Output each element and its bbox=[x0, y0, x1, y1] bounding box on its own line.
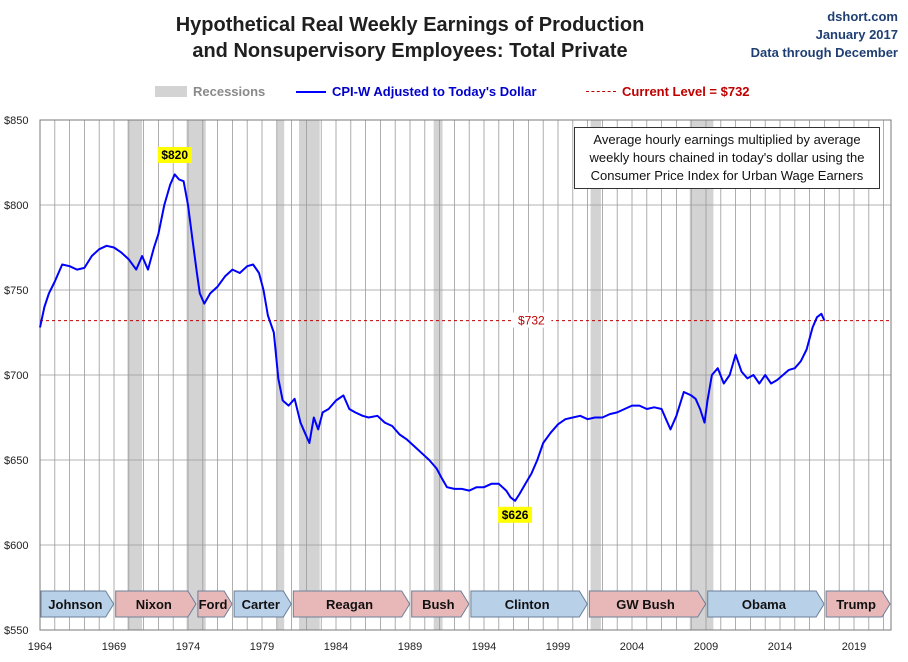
president-label: Clinton bbox=[505, 597, 550, 612]
legend-series: CPI-W Adjusted to Today's Dollar bbox=[296, 84, 537, 99]
legend-current: Current Level = $732 bbox=[586, 84, 750, 99]
current-swatch bbox=[586, 91, 616, 92]
x-tick-label: 1969 bbox=[102, 641, 126, 653]
x-tick-label: 2019 bbox=[842, 641, 866, 653]
president-label: Ford bbox=[199, 597, 228, 612]
source-note: Data through December bbox=[750, 45, 898, 60]
title-line-1: Hypothetical Real Weekly Earnings of Pro… bbox=[175, 14, 645, 36]
president-arrow bbox=[40, 590, 115, 618]
y-tick-label: $750 bbox=[4, 285, 28, 297]
chart-title: Hypothetical Real Weekly Earnings of Pro… bbox=[110, 12, 710, 64]
president-arrow bbox=[115, 590, 197, 618]
x-tick-label: 1999 bbox=[546, 641, 570, 653]
y-tick-label: $800 bbox=[4, 200, 28, 212]
president-arrow bbox=[470, 590, 588, 618]
trough-label: $626 bbox=[502, 508, 529, 522]
x-tick-label: 1989 bbox=[398, 641, 422, 653]
president-arrow bbox=[588, 590, 707, 618]
x-tick-label: 1994 bbox=[472, 641, 496, 653]
current-level-label-bg bbox=[511, 312, 552, 328]
x-tick-label: 1974 bbox=[176, 641, 200, 653]
president-arrow bbox=[411, 590, 470, 618]
series-swatch bbox=[296, 90, 326, 93]
president-arrow bbox=[825, 590, 891, 618]
president-label: Bush bbox=[422, 597, 455, 612]
y-tick-label: $600 bbox=[4, 540, 28, 552]
legend-series-label: CPI-W Adjusted to Today's Dollar bbox=[332, 84, 537, 99]
x-tick-label: 2009 bbox=[694, 641, 718, 653]
series-line bbox=[39, 173, 826, 502]
title-line-2: and Nonsupervisory Employees: Total Priv… bbox=[192, 40, 628, 62]
president-arrow bbox=[233, 590, 292, 618]
peak-label-bg bbox=[157, 147, 192, 163]
x-tick-label: 1984 bbox=[324, 641, 348, 653]
y-tick-label: $700 bbox=[4, 370, 28, 382]
peak-label: $820 bbox=[161, 148, 188, 162]
x-tick-label: 2004 bbox=[620, 641, 644, 653]
president-arrow bbox=[197, 590, 233, 618]
source-block: dshort.com January 2017 Data through Dec… bbox=[698, 8, 898, 62]
x-tick-label: 1964 bbox=[28, 641, 52, 653]
current-level-label: $732 bbox=[518, 314, 545, 328]
president-label: GW Bush bbox=[616, 597, 675, 612]
president-arrow bbox=[707, 590, 825, 618]
source-date: January 2017 bbox=[815, 27, 898, 42]
recession-swatch bbox=[155, 86, 187, 97]
source-site: dshort.com bbox=[827, 9, 898, 24]
president-label: Reagan bbox=[326, 597, 373, 612]
president-label: Johnson bbox=[48, 597, 102, 612]
president-label: Nixon bbox=[136, 597, 172, 612]
president-label: Obama bbox=[742, 597, 787, 612]
legend-recessions: Recessions bbox=[155, 84, 265, 99]
y-tick-label: $550 bbox=[4, 625, 28, 637]
chart-note: Average hourly earnings multiplied by av… bbox=[574, 127, 880, 189]
president-label: Trump bbox=[836, 597, 876, 612]
president-label: Carter bbox=[242, 597, 280, 612]
y-tick-label: $650 bbox=[4, 455, 28, 467]
trough-label-bg bbox=[498, 506, 533, 523]
x-tick-label: 2014 bbox=[768, 641, 792, 653]
president-arrow bbox=[292, 590, 411, 618]
legend: Recessions CPI-W Adjusted to Today's Dol… bbox=[0, 84, 908, 102]
legend-recessions-label: Recessions bbox=[193, 84, 266, 99]
plot-frame bbox=[39, 119, 892, 631]
x-tick-label: 1979 bbox=[250, 641, 274, 653]
legend-current-label: Current Level = $732 bbox=[622, 84, 750, 99]
y-tick-label: $850 bbox=[4, 115, 28, 127]
